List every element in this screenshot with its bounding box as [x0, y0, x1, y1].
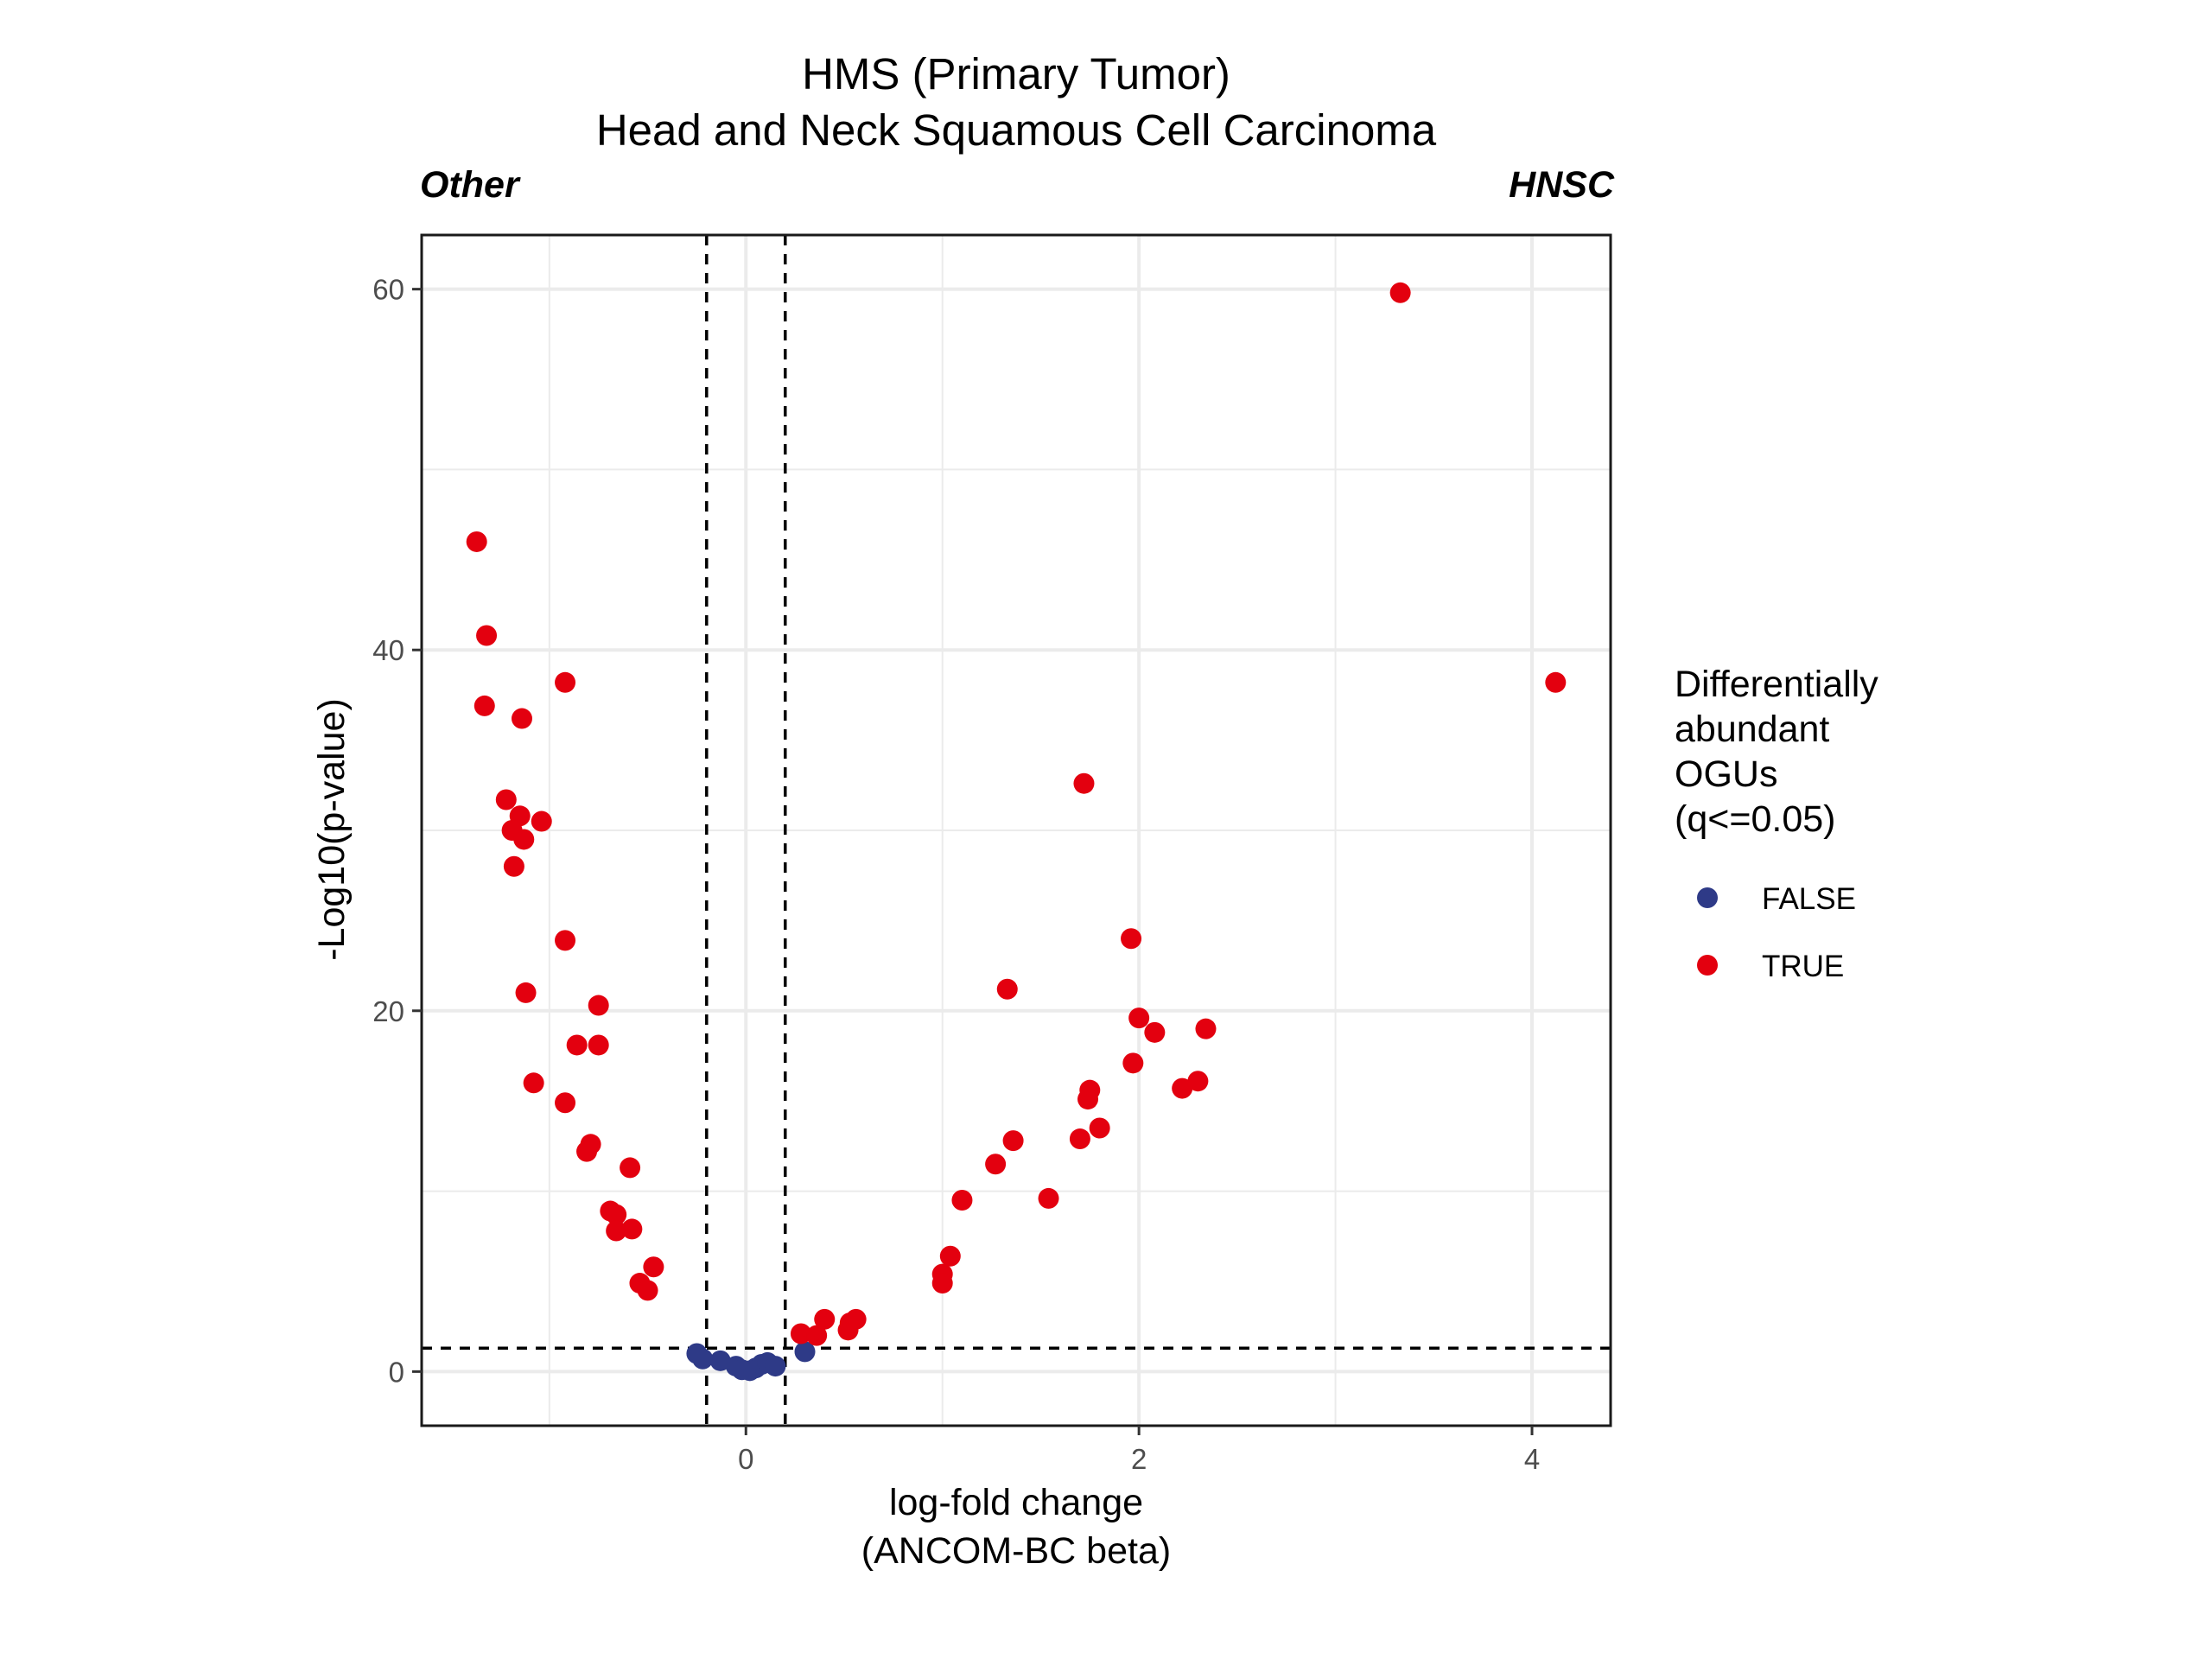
data-point-true	[637, 1280, 658, 1301]
data-point-true	[1089, 1117, 1110, 1139]
x-tick-label: 0	[738, 1443, 753, 1475]
data-point-true	[476, 625, 498, 646]
y-tick-label: 20	[372, 995, 404, 1027]
legend-title-line4: (q<=0.05)	[1675, 798, 1835, 840]
x-axis-title-line1: log-fold change	[889, 1482, 1143, 1523]
data-point-true	[845, 1308, 867, 1330]
data-point-true	[1121, 928, 1142, 950]
data-point-true	[814, 1308, 836, 1330]
data-point-true	[511, 708, 532, 729]
data-point-true	[1073, 772, 1095, 794]
data-point-true	[1122, 1052, 1144, 1074]
data-point-true	[531, 810, 552, 832]
data-point-true	[621, 1218, 643, 1240]
data-point-true	[588, 1034, 609, 1056]
legend-label-true: TRUE	[1762, 950, 1844, 983]
data-point-true	[555, 1092, 576, 1114]
y-tick-label: 0	[389, 1356, 404, 1388]
data-point-true	[951, 1190, 973, 1211]
data-point-true	[1128, 1007, 1150, 1029]
data-point-true	[931, 1273, 953, 1294]
legend-key-true	[1697, 955, 1718, 976]
data-point-true	[555, 930, 576, 951]
chart-title: HMS (Primary Tumor)	[802, 49, 1230, 99]
y-tick-label: 40	[372, 634, 404, 666]
data-point-true	[806, 1325, 828, 1346]
data-point-true	[1172, 1077, 1193, 1099]
data-point-true	[985, 1154, 1007, 1175]
data-points	[466, 282, 1567, 1382]
threshold-lines	[422, 235, 1611, 1426]
legend-title-line1: Differentially	[1675, 664, 1878, 705]
legend-label-false: FALSE	[1762, 882, 1856, 916]
x-axis-title-line2: (ANCOM-BC beta)	[861, 1530, 1171, 1572]
legend: Differentially abundant OGUs (q<=0.05) F…	[1675, 664, 1878, 983]
data-point-true	[1144, 1021, 1166, 1043]
data-point-true	[1038, 1187, 1059, 1209]
data-point-true	[474, 695, 495, 716]
data-point-true	[996, 978, 1018, 1000]
x-tick-label: 2	[1131, 1443, 1147, 1475]
data-point-true	[566, 1034, 588, 1056]
data-point-true	[606, 1204, 627, 1225]
data-point-true	[576, 1141, 598, 1162]
data-point-false	[709, 1350, 731, 1371]
data-point-true	[513, 829, 535, 850]
right-group-label: HNSC	[1509, 164, 1615, 206]
data-point-true	[1195, 1018, 1217, 1039]
chart-subtitle: Head and Neck Squamous Cell Carcinoma	[596, 105, 1437, 155]
legend-key-false	[1697, 887, 1718, 908]
data-point-true	[1077, 1089, 1099, 1110]
legend-title-line2: abundant	[1675, 709, 1829, 750]
data-point-true	[588, 995, 609, 1016]
plot-border	[420, 233, 1612, 1427]
data-point-false	[692, 1348, 714, 1370]
data-point-true	[555, 671, 576, 693]
data-point-true	[523, 1072, 544, 1094]
x-tick-label: 4	[1524, 1443, 1540, 1475]
y-tick-label: 60	[372, 274, 404, 306]
data-point-true	[1187, 1071, 1209, 1092]
grid-lines	[422, 235, 1611, 1426]
data-point-true	[939, 1245, 961, 1267]
legend-title-line3: OGUs	[1675, 753, 1777, 795]
y-axis-title: -Log10(p-value)	[311, 698, 353, 961]
data-point-false	[794, 1341, 816, 1363]
data-point-true	[790, 1323, 811, 1344]
data-point-true	[1002, 1130, 1024, 1152]
data-point-true	[503, 855, 524, 877]
data-point-true	[515, 982, 537, 1003]
data-point-true	[1545, 671, 1567, 693]
data-point-true	[606, 1220, 627, 1242]
data-point-true	[466, 531, 487, 552]
data-point-true	[1069, 1128, 1090, 1150]
data-point-true	[495, 789, 517, 810]
left-group-label: Other	[420, 164, 521, 206]
data-point-true	[620, 1157, 641, 1179]
data-point-true	[643, 1256, 664, 1278]
data-point-false	[765, 1356, 786, 1377]
data-point-true	[1389, 282, 1411, 303]
